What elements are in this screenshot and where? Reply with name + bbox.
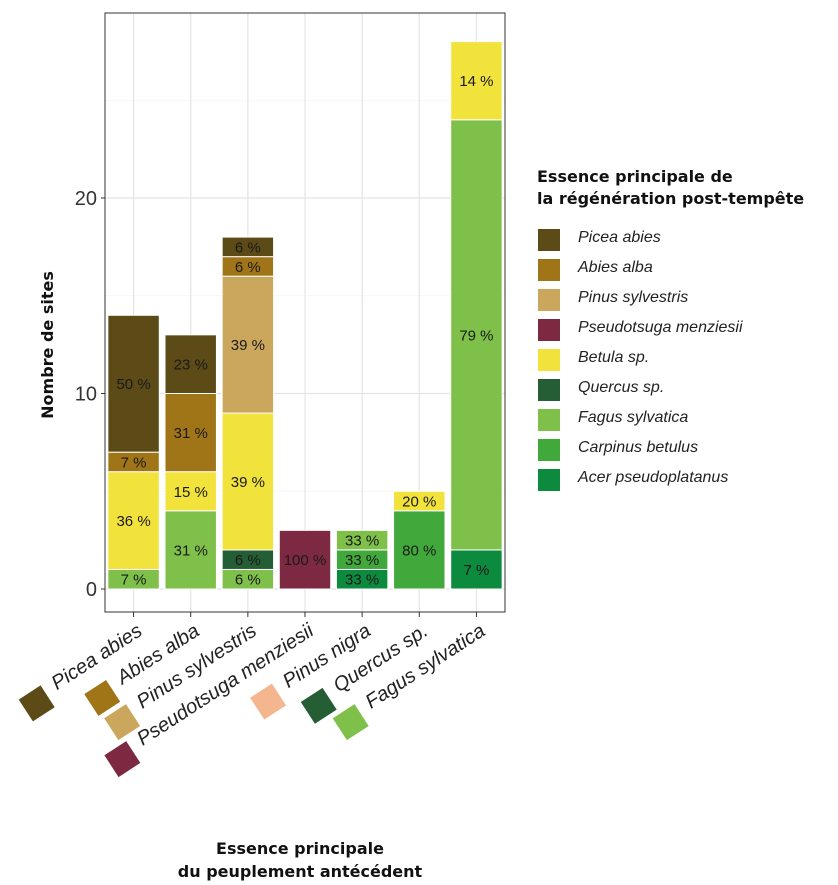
bar-segment — [164, 471, 217, 512]
segment-label: 33 % — [345, 552, 379, 569]
legend-swatch — [537, 228, 561, 252]
bar-segment — [450, 119, 503, 551]
legend-item: Pinus sylvestris — [537, 288, 837, 318]
legend-label: Abies alba — [578, 259, 653, 276]
legend-item: Pseudotsuga menziesii — [537, 318, 837, 348]
legend-label: Pinus sylvestris — [578, 289, 689, 306]
legend-item: Betula sp. — [537, 348, 837, 378]
segment-label: 31 % — [174, 425, 208, 442]
segment-label: 23 % — [174, 357, 208, 374]
segment-label: 50 % — [116, 376, 150, 393]
bar-segment — [164, 510, 217, 590]
segment-label: 7 % — [121, 572, 147, 589]
bar-segment — [221, 412, 275, 551]
y-tick-label: 0 — [86, 579, 97, 601]
legend-swatch — [537, 378, 561, 402]
legend-swatch — [537, 348, 561, 372]
legend-item: Fagus sylvatica — [537, 408, 837, 438]
y-axis-title: Nombre de sites — [38, 271, 57, 419]
legend-label: Quercus sp. — [578, 379, 665, 396]
legend-swatch — [537, 408, 561, 432]
bar-segment — [393, 510, 446, 590]
bar-segment — [335, 529, 389, 551]
category-color-marker — [300, 687, 337, 724]
segment-label: 33 % — [345, 572, 379, 589]
segment-label: 15 % — [174, 484, 208, 501]
segment-label: 7 % — [463, 562, 489, 579]
legend-swatch — [537, 438, 561, 462]
legend-swatch — [537, 288, 561, 312]
segment-label: 39 % — [231, 337, 265, 354]
segment-label: 33 % — [345, 533, 379, 550]
bar-segment — [107, 471, 160, 570]
bar-segment — [393, 490, 446, 512]
segment-labels: 33 % 7 % 33 % 80 % 7 % 31 % 6 % 33 % 79 % 6 % 36 %… — [116, 73, 493, 589]
legend-title: Essence principale de la régénération po… — [537, 166, 804, 210]
segment-label: 20 % — [402, 494, 436, 511]
legend-item: Picea abies — [537, 228, 837, 258]
legend-swatch — [537, 318, 561, 342]
y-tick-label: 10 — [75, 384, 97, 406]
legend-item: Abies alba — [537, 258, 837, 288]
x-axis-title-line-2: du peuplement antécédent — [177, 862, 423, 881]
category-color-marker — [18, 685, 55, 722]
legend-item: Quercus sp. — [537, 378, 837, 408]
legend-label: Picea abies — [578, 229, 661, 246]
segment-label: 31 % — [174, 542, 208, 559]
category-color-marker — [332, 704, 369, 741]
bar-segment — [107, 314, 160, 453]
legend: Picea abies Abies alba Pinus sylvestris Pse… — [537, 228, 837, 498]
legend-swatch — [537, 258, 561, 282]
x-axis-title-line-1: Essence principale — [216, 839, 384, 858]
bar-segment — [221, 275, 275, 414]
bar-segment — [164, 334, 217, 395]
segment-label: 6 % — [235, 552, 261, 569]
legend-swatch — [537, 468, 561, 492]
legend-item: Acer pseudoplatanus — [537, 468, 837, 498]
segment-label: 6 % — [235, 239, 261, 256]
bar-segment — [164, 393, 217, 473]
legend-label: Pseudotsuga menziesii — [578, 319, 743, 336]
segment-label: 80 % — [402, 542, 436, 559]
category-color-marker — [104, 704, 141, 741]
category-color-marker — [104, 741, 141, 778]
bar-segment — [450, 41, 503, 121]
legend-label: Acer pseudoplatanus — [578, 469, 729, 486]
category-color-marker — [84, 679, 121, 716]
bar-segment — [278, 529, 332, 590]
legend-title-line-2: la régénération post-tempête — [537, 189, 805, 208]
segment-label: 39 % — [231, 474, 265, 491]
category-color-marker — [250, 683, 287, 720]
segment-label: 6 % — [235, 572, 261, 589]
bar-stacks — [107, 41, 503, 590]
segment-label: 36 % — [116, 513, 150, 530]
legend-label: Betula sp. — [578, 349, 650, 366]
segment-label: 79 % — [459, 327, 493, 344]
legend-item: Carpinus betulus — [537, 438, 837, 468]
segment-label: 6 % — [235, 259, 261, 276]
segment-label: 100 % — [284, 552, 327, 569]
y-tick-label: 20 — [75, 188, 97, 210]
legend-label: Fagus sylvatica — [578, 409, 689, 426]
legend-title-line-1: Essence principale de — [537, 167, 733, 186]
y-axis: 0 10 20 — [75, 188, 105, 601]
segment-label: 7 % — [121, 454, 147, 471]
segment-label: 14 % — [459, 73, 493, 90]
legend-label: Carpinus betulus — [578, 439, 699, 456]
bar-segment — [221, 236, 275, 258]
